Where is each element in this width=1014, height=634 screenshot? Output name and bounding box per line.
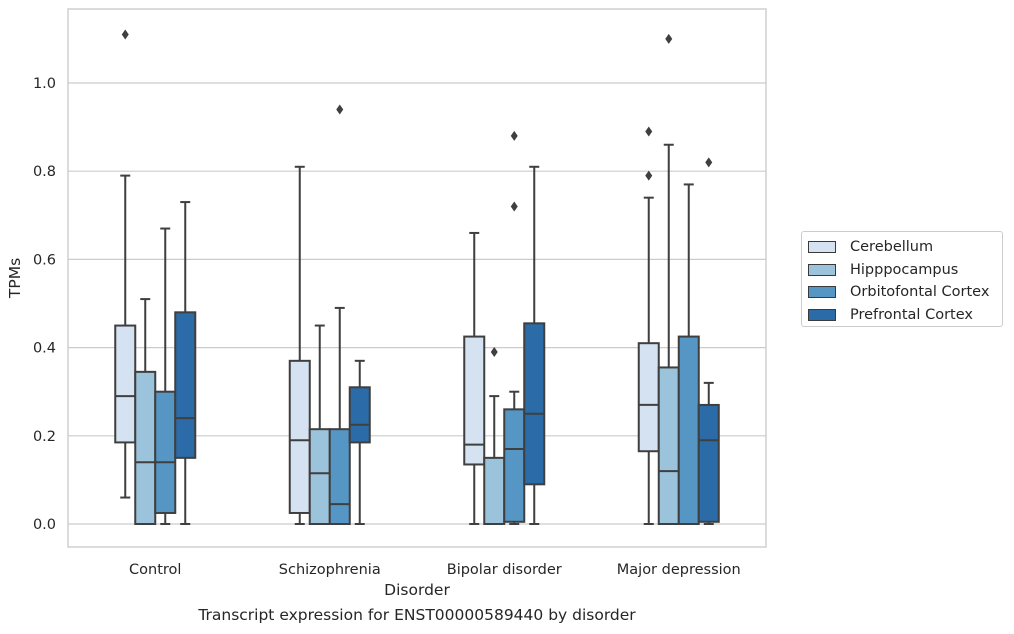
box-hipppocampus-schizophrenia (308, 428, 331, 525)
outlier-orbitofontal-cortex-bipolar-disorder-1 (510, 130, 518, 141)
box-prefrontal-cortex-control (174, 311, 197, 459)
box-cerebellum-control (114, 324, 137, 444)
legend-label-cerebellum: Cerebellum (850, 239, 934, 256)
legend-item-prefrontal: Prefrontal Cortex (808, 304, 1002, 327)
box-orbitofontal-cortex-major-depression (677, 335, 700, 526)
outlier-prefrontal-cortex-major-depression-0 (705, 157, 713, 168)
outlier-hipppocampus-bipolar-disorder-0 (490, 347, 498, 358)
box-orbitofontal-cortex-control (154, 390, 177, 514)
plot-frame (67, 8, 767, 548)
box-cerebellum-schizophrenia (288, 359, 311, 514)
y-tick-label-0: 0.0 (33, 517, 56, 533)
y-axis-label: TPMs (6, 258, 24, 299)
legend-item-orbitofrontal: Orbitofontal Cortex (808, 281, 1002, 304)
outlier-orbitofontal-cortex-schizophrenia-0 (336, 104, 344, 115)
legend-label-orbitofrontal: Orbitofontal Cortex (850, 284, 990, 301)
legend-label-prefrontal: Prefrontal Cortex (850, 306, 973, 323)
legend-label-hippocampus: Hipppocampus (850, 261, 959, 278)
y-tick-label-2: 0.4 (33, 341, 56, 357)
outlier-cerebellum-major-depression-0 (645, 170, 653, 181)
legend-swatch-cerebellum (808, 241, 836, 254)
legend-item-cerebellum: Cerebellum (808, 236, 1002, 259)
x-axis-label: Disorder (384, 581, 450, 599)
outlier-cerebellum-control-0 (121, 29, 129, 40)
x-tick-label-bipolar-disorder: Bipolar disorder (447, 562, 562, 578)
legend-swatch-hippocampus (808, 263, 836, 276)
box-cerebellum-bipolar-disorder (463, 335, 486, 466)
x-tick-label-control: Control (129, 562, 181, 578)
y-tick-label-4: 0.8 (33, 164, 56, 180)
x-tick-label-schizophrenia: Schizophrenia (279, 562, 381, 578)
legend-item-hippocampus: Hipppocampus (808, 259, 1002, 282)
y-tick-label-5: 1.0 (33, 76, 56, 92)
y-tick-label-1: 0.2 (33, 429, 56, 445)
box-hipppocampus-bipolar-disorder (483, 456, 506, 526)
legend: Cerebellum Hipppocampus Orbitofontal Cor… (801, 231, 1003, 327)
figure-caption: Transcript expression for ENST0000058944… (198, 606, 636, 624)
outlier-hipppocampus-major-depression-0 (665, 33, 673, 44)
y-tick-label-3: 0.6 (33, 252, 56, 268)
legend-swatch-orbitofrontal (808, 286, 836, 299)
outlier-cerebellum-major-depression-1 (645, 126, 653, 137)
box-prefrontal-cortex-bipolar-disorder (523, 322, 546, 486)
box-hipppocampus-control (134, 370, 157, 526)
x-tick-label-major-depression: Major depression (617, 562, 741, 578)
box-prefrontal-cortex-major-depression (697, 403, 720, 523)
box-orbitofontal-cortex-schizophrenia (328, 428, 351, 525)
box-cerebellum-major-depression (637, 342, 660, 453)
legend-swatch-prefrontal (808, 308, 836, 321)
outlier-orbitofontal-cortex-bipolar-disorder-0 (510, 201, 518, 212)
box-orbitofontal-cortex-bipolar-disorder (503, 408, 526, 523)
box-hipppocampus-major-depression (657, 366, 680, 525)
box-prefrontal-cortex-schizophrenia (348, 386, 371, 444)
